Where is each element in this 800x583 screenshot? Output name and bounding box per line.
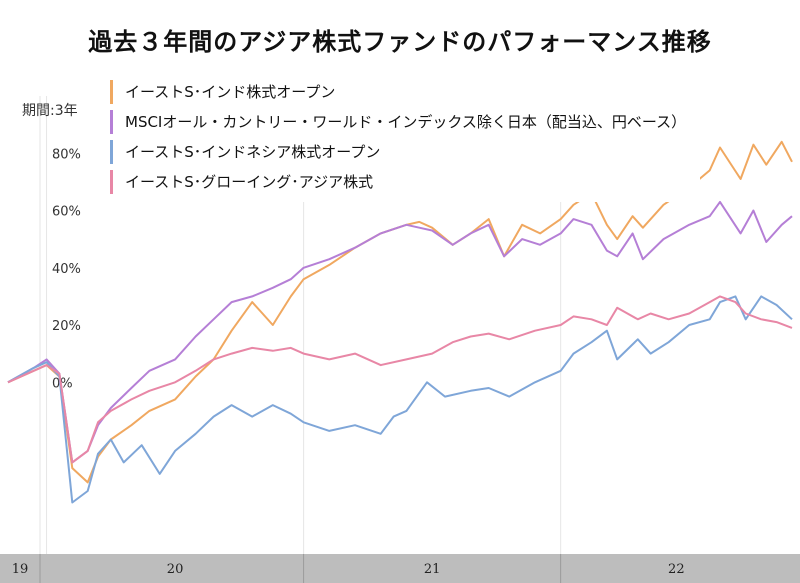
- legend-swatch: [110, 169, 113, 194]
- series-line: [7, 295, 793, 504]
- y-tick-label: 40%: [52, 262, 81, 277]
- legend-item[interactable]: イーストS･グローイング･アジア株式: [110, 168, 686, 195]
- y-axis-ticks: 80% 60% 40% 20% 0%: [52, 147, 81, 391]
- legend-item[interactable]: MSCIオール・カントリー・ワールド・インデックス除く日本（配当込、円ベース）: [110, 108, 686, 135]
- series-line: [7, 295, 793, 464]
- legend-swatch: [110, 109, 113, 134]
- series-line: [7, 200, 793, 464]
- legend-label: MSCIオール・カントリー・ワールド・インデックス除く日本（配当込、円ベース）: [125, 113, 687, 131]
- legend-label: イーストS･グローイング･アジア株式: [125, 173, 374, 191]
- page-title: 過去３年間のアジア株式ファンドのパフォーマンス推移: [88, 28, 712, 56]
- x-axis-ticks: 19 20 21 22: [12, 554, 685, 583]
- legend-label: イーストS･インドネシア株式オープン: [125, 143, 381, 161]
- y-tick-label: 0%: [52, 376, 73, 391]
- y-tick-label: 20%: [52, 319, 81, 334]
- period-label: 期間:3年: [22, 103, 78, 119]
- x-tick-label: 21: [424, 562, 441, 577]
- x-tick-label: 22: [668, 562, 685, 577]
- x-axis-band: [0, 554, 800, 583]
- y-tick-label: 80%: [52, 147, 81, 162]
- legend: イーストS･インド株式オープン MSCIオール・カントリー・ワールド・インデック…: [110, 76, 701, 202]
- series-lines: [7, 140, 793, 504]
- legend-item[interactable]: イーストS･インドネシア株式オープン: [110, 138, 686, 165]
- legend-item[interactable]: イーストS･インド株式オープン: [110, 78, 686, 105]
- legend-label: イーストS･インド株式オープン: [125, 83, 336, 101]
- x-tick-label: 19: [12, 562, 29, 577]
- x-tick-label: 20: [167, 562, 184, 577]
- y-tick-label: 60%: [52, 205, 81, 220]
- legend-swatch: [110, 139, 113, 164]
- legend-swatch: [110, 79, 113, 104]
